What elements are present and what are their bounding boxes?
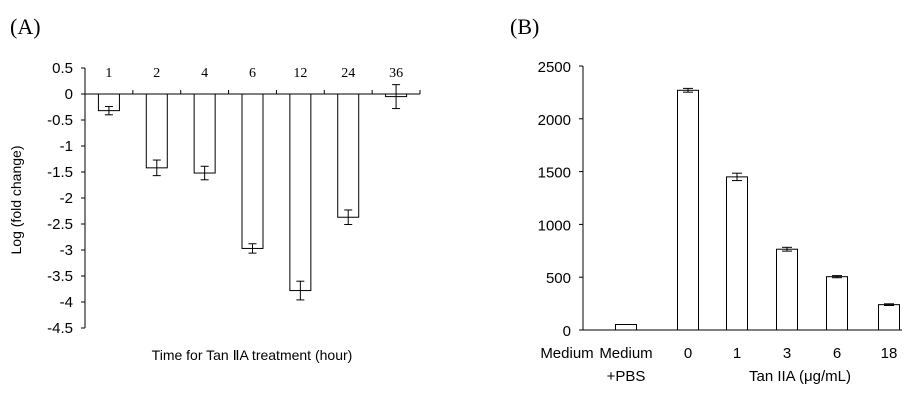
x-axis-title-a: Time for Tan ⅡA treatment (hour)	[152, 347, 353, 363]
x-axis-title-b: Tan IIA (μg/mL)	[749, 368, 851, 385]
y-axis-title-a: Log (fold change)	[8, 146, 24, 255]
y-tick-label-a: -4.5	[47, 320, 73, 337]
category-label-a: 4	[201, 66, 208, 81]
category-label-b: 3	[783, 345, 791, 362]
y-tick-label-a: -4	[60, 294, 73, 311]
y-tick-label-b: 2000	[538, 112, 571, 129]
bar-b	[878, 304, 900, 331]
y-tick-label-a: -1	[60, 138, 73, 155]
y-tick-label-a: 0	[65, 86, 73, 103]
category-label-a: 2	[153, 66, 160, 81]
category-label-a: 1	[105, 66, 112, 81]
panel-label-b: (B)	[510, 14, 539, 39]
bar-a	[289, 93, 312, 292]
y-tick-label-a: -3.5	[47, 268, 73, 285]
category-label-a: 12	[293, 66, 307, 81]
bar-a	[145, 93, 168, 169]
bar-b	[826, 276, 848, 331]
category-label-b: Medium	[540, 345, 593, 362]
y-tick-label-b: 1000	[538, 217, 571, 234]
panel-b-bar-chart: (B) 2500 2000 1500 1000 500 0 Medium Medium +PBS 0…	[510, 14, 902, 385]
y-tick-label-b: 1500	[538, 165, 571, 182]
panel-a-bar-chart: (A)0.50-0.5-1-1.5-2-2.5-3-3.5-4-4.51 2 4 6 1…	[8, 14, 421, 363]
y-tick-label-b: 500	[546, 270, 571, 287]
bar-a	[241, 93, 264, 249]
category-label-a: 36	[389, 66, 403, 81]
bar-b	[726, 176, 748, 331]
bar-a	[337, 93, 360, 218]
y-tick-label-b: 0	[563, 323, 571, 340]
y-tick-label-a: -0.5	[47, 112, 73, 129]
bar-b	[776, 248, 798, 331]
panel-label-a: (A)	[10, 14, 41, 39]
category-label-b: +PBS	[607, 368, 646, 385]
bar-a	[193, 93, 216, 174]
y-tick-label-b: 2500	[538, 59, 571, 76]
category-label-a: 6	[249, 66, 256, 81]
y-tick-label-a: 0.5	[52, 60, 73, 77]
category-label-b: Medium	[599, 345, 652, 362]
y-tick-label-a: -3	[60, 242, 73, 259]
category-label-a: 24	[341, 66, 355, 81]
category-label-b: 6	[833, 345, 841, 362]
y-tick-label-a: -2	[60, 190, 73, 207]
category-label-b: 1	[733, 345, 741, 362]
bar-b	[677, 89, 699, 331]
category-label-b: 0	[684, 345, 692, 362]
y-tick-label-a: -1.5	[47, 164, 73, 181]
y-tick-label-a: -2.5	[47, 216, 73, 233]
category-label-b: 18	[881, 345, 898, 362]
bar-b	[615, 324, 637, 331]
